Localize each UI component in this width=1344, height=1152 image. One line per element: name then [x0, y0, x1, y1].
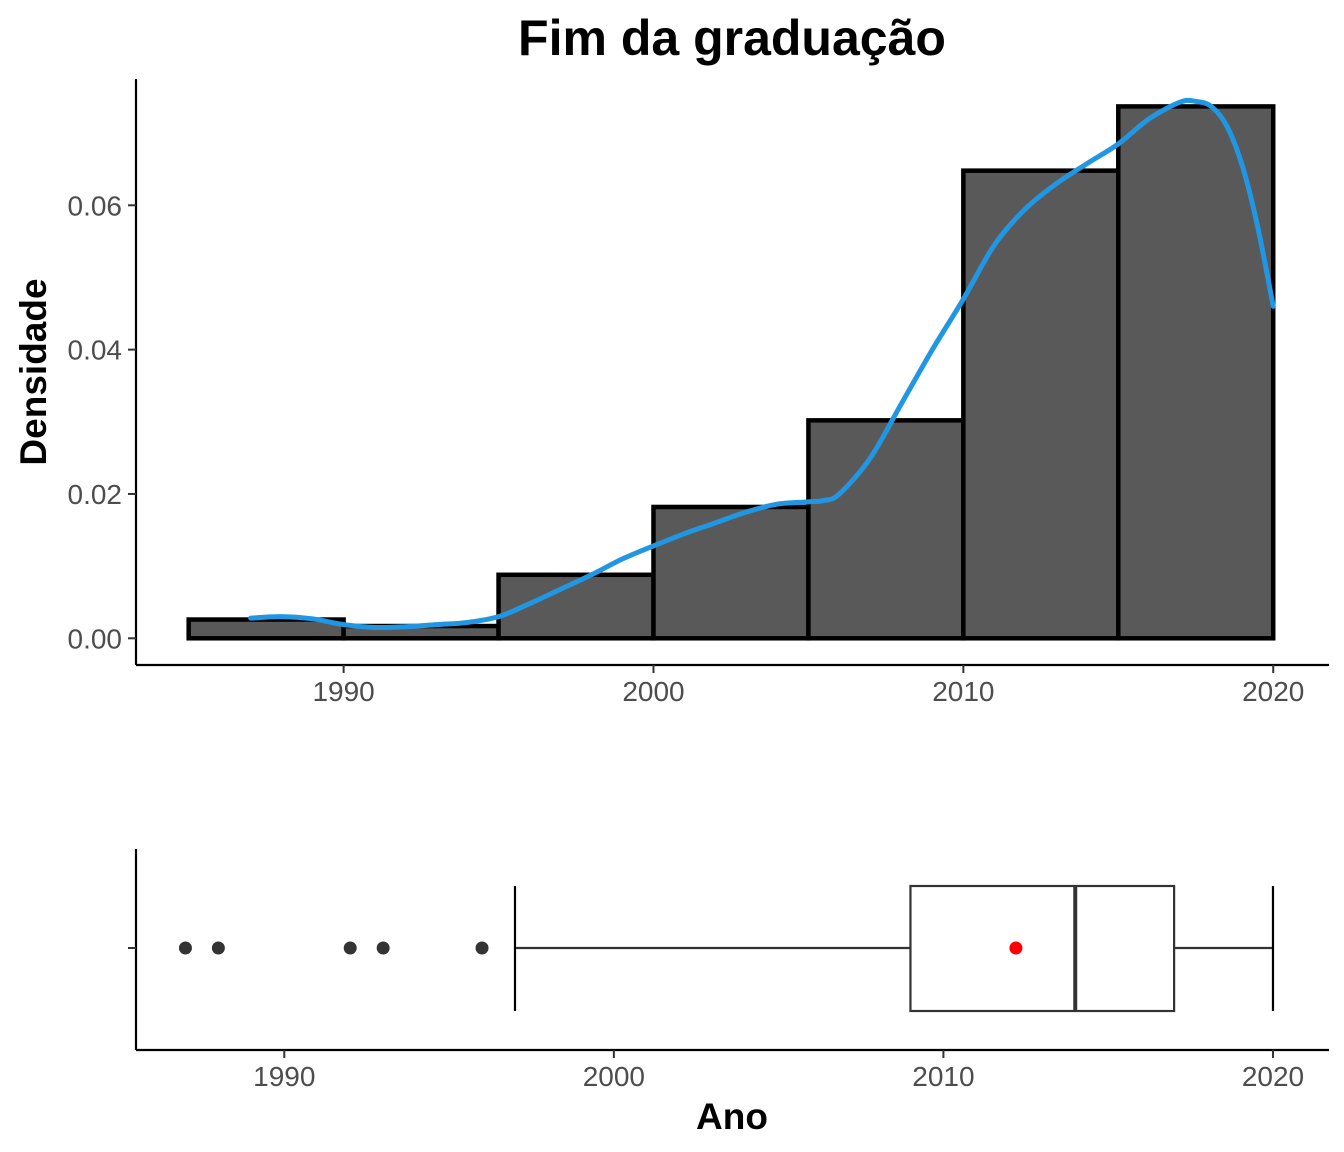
x-tick-label: 2010	[932, 676, 994, 707]
x-tick-label: 1990	[312, 676, 374, 707]
chart-title: Fim da graduação	[518, 10, 946, 66]
y-tick-label: 0.06	[68, 190, 123, 221]
box-x-axis-ticks: 1990 2000 2010 2020	[253, 1050, 1304, 1092]
x-axis-title: Ano	[696, 1096, 768, 1137]
histogram-bar	[806, 418, 966, 641]
density-curve	[248, 97, 1276, 631]
boxplot-panel: 1990 2000 2010 2020 Ano	[128, 849, 1329, 1137]
box-x-tick-label: 2000	[583, 1061, 645, 1092]
interquartile-box	[909, 884, 1176, 1013]
outlier-point	[211, 941, 225, 955]
y-tick-label: 0.04	[68, 335, 123, 366]
x-tick-label: 2000	[622, 676, 684, 707]
outlier-point	[343, 941, 357, 955]
y-axis-ticks: 0.00 0.02 0.04 0.06	[68, 190, 136, 654]
histogram-bars	[186, 104, 1276, 641]
x-axis-ticks: 1990 2000 2010 2020	[312, 665, 1304, 707]
x-tick-label: 2020	[1242, 676, 1304, 707]
outlier-point	[475, 941, 489, 955]
histogram-panel: 0.00 0.02 0.04 0.06 1990 2000 2010 2020 Densid…	[13, 79, 1329, 707]
outlier-point	[178, 941, 192, 955]
histogram-bar	[961, 168, 1121, 641]
histogram-bar	[651, 504, 811, 641]
box-x-tick-label: 1990	[253, 1061, 315, 1092]
mean-point	[1009, 941, 1023, 955]
y-tick-label: 0.00	[68, 623, 123, 654]
box-x-tick-label: 2020	[1242, 1061, 1304, 1092]
box-x-tick-label: 2010	[912, 1061, 974, 1092]
histogram-bar	[1116, 104, 1276, 641]
y-tick-label: 0.02	[68, 479, 123, 510]
outlier-point	[376, 941, 390, 955]
y-axis-title: Densidade	[13, 278, 54, 465]
boxplot	[178, 884, 1275, 1013]
